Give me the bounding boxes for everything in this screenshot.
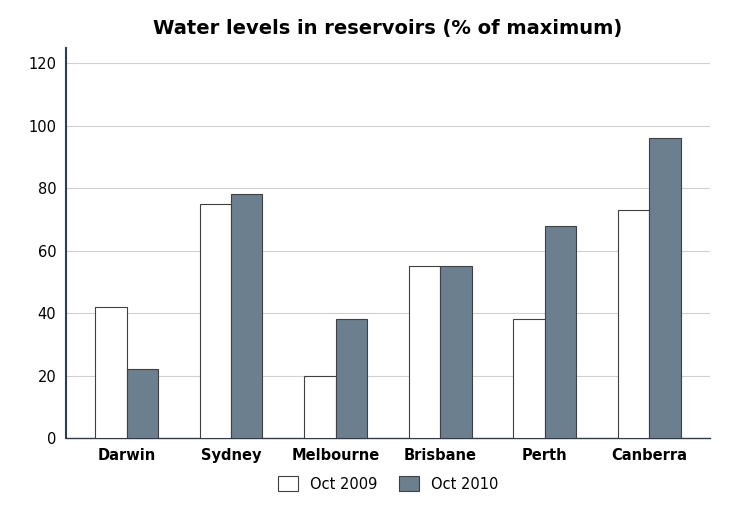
Bar xyxy=(95,307,127,438)
Title: Water levels in reservoirs (% of maximum): Water levels in reservoirs (% of maximum… xyxy=(153,18,623,37)
Bar xyxy=(305,376,336,438)
Legend: Oct 2009, Oct 2010: Oct 2009, Oct 2010 xyxy=(272,470,504,497)
Bar xyxy=(336,319,367,438)
Bar xyxy=(649,138,681,438)
Bar xyxy=(200,204,231,438)
Bar xyxy=(618,210,649,438)
Bar xyxy=(513,319,545,438)
Bar xyxy=(231,194,263,438)
Bar xyxy=(409,266,440,438)
Bar xyxy=(545,225,576,438)
Bar xyxy=(440,266,471,438)
Bar xyxy=(127,370,158,438)
